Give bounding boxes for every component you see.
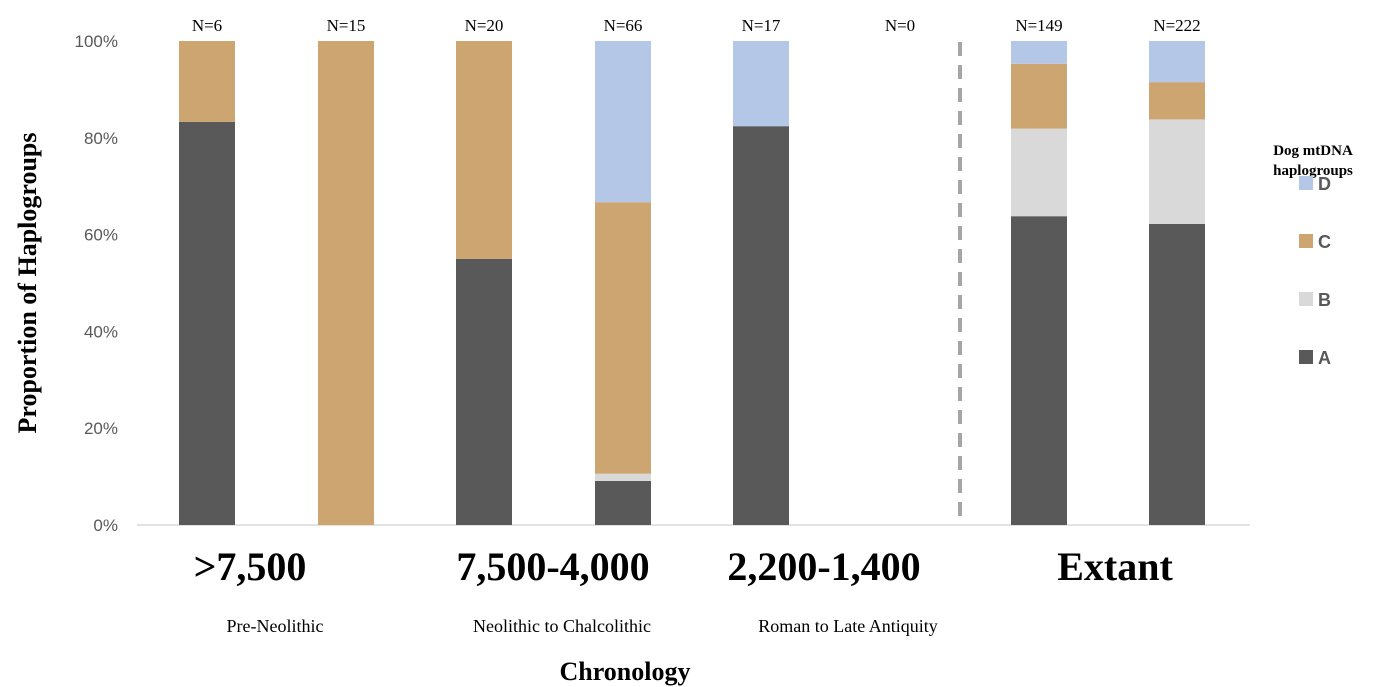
bar-segment-a bbox=[1011, 216, 1067, 525]
legend-swatch-a bbox=[1299, 350, 1313, 364]
bar-segment-a bbox=[595, 480, 651, 525]
sample-size-label: N=0 bbox=[885, 16, 915, 35]
bar-segment-d bbox=[1149, 41, 1205, 83]
y-tick-label: 20% bbox=[84, 419, 118, 438]
period-label: Roman to Late Antiquity bbox=[758, 616, 937, 636]
y-tick-label: 0% bbox=[93, 516, 118, 535]
bars bbox=[179, 41, 1205, 526]
y-tick-label: 60% bbox=[84, 226, 118, 245]
legend-title-line2: haplogroups bbox=[1273, 163, 1353, 179]
period-label: Neolithic to Chalcolithic bbox=[473, 616, 651, 636]
legend-swatch-d bbox=[1299, 176, 1313, 190]
bar-segment-c bbox=[1011, 63, 1067, 129]
group-label: >7,500 bbox=[194, 544, 307, 589]
bar-segment-b bbox=[1011, 128, 1067, 217]
bar-segment-d bbox=[1011, 41, 1067, 64]
bar-segment-b bbox=[595, 473, 651, 481]
sample-size-label: N=66 bbox=[604, 16, 643, 35]
bar-segment-c bbox=[595, 202, 651, 474]
bar-segment-c bbox=[179, 41, 235, 122]
legend-label-c: C bbox=[1318, 232, 1331, 252]
group-label: 2,200-1,400 bbox=[727, 544, 920, 589]
sample-size-label: N=222 bbox=[1153, 16, 1200, 35]
sample-size-label: N=6 bbox=[192, 16, 222, 35]
period-label: Pre-Neolithic bbox=[227, 616, 324, 636]
sample-size-labels: N=6 N=15 N=20 N=66 N=17 N=0 N=149 N=222 bbox=[192, 16, 1201, 35]
sample-size-label: N=20 bbox=[465, 16, 504, 35]
y-tick-label: 100% bbox=[75, 32, 118, 51]
legend-swatch-c bbox=[1299, 234, 1313, 248]
x-axis-title: Chronology bbox=[560, 657, 691, 686]
legend-label-a: A bbox=[1318, 348, 1331, 368]
bar-segment-a bbox=[733, 126, 789, 526]
bar-segment-a bbox=[1149, 223, 1205, 525]
group-label: 7,500-4,000 bbox=[456, 544, 649, 589]
sample-size-label: N=17 bbox=[742, 16, 781, 35]
sample-size-label: N=149 bbox=[1015, 16, 1062, 35]
bar-segment-a bbox=[456, 258, 512, 525]
bar-segment-a bbox=[179, 121, 235, 525]
legend: Dog mtDNA haplogroups D C B A bbox=[1273, 143, 1353, 368]
bar-segment-c bbox=[318, 41, 374, 525]
bar-segment-d bbox=[595, 41, 651, 203]
y-axis-title: Proportion of Haplogroups bbox=[13, 133, 42, 434]
bar-segment-c bbox=[1149, 82, 1205, 120]
legend-label-d: D bbox=[1318, 174, 1331, 194]
group-labels: >7,500 Pre-Neolithic 7,500-4,000 Neolithic … bbox=[194, 544, 1174, 636]
legend-label-b: B bbox=[1318, 290, 1331, 310]
group-label: Extant bbox=[1057, 544, 1173, 589]
sample-size-label: N=15 bbox=[327, 16, 366, 35]
legend-swatch-b bbox=[1299, 292, 1313, 306]
bar-segment-d bbox=[733, 41, 789, 127]
y-tick-label: 40% bbox=[84, 322, 118, 341]
legend-items: D C B A bbox=[1299, 174, 1331, 368]
y-axis-ticks: 0% 20% 40% 60% 80% 100% bbox=[75, 32, 118, 535]
bar-segment-b bbox=[1149, 119, 1205, 224]
y-tick-label: 80% bbox=[84, 129, 118, 148]
legend-title-line1: Dog mtDNA bbox=[1273, 143, 1353, 159]
bar-segment-c bbox=[456, 41, 512, 259]
